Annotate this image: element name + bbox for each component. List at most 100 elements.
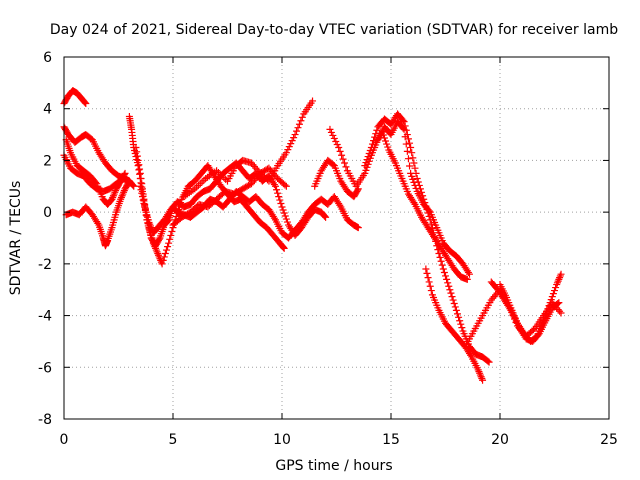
data-point (366, 147, 374, 155)
data-point (198, 178, 206, 186)
data-point (156, 255, 164, 263)
data-point (92, 178, 100, 186)
data-point (426, 216, 434, 224)
data-point (475, 368, 483, 376)
data-point (147, 224, 155, 232)
data-point (449, 296, 457, 304)
data-point (132, 144, 140, 151)
data-point (556, 274, 564, 282)
data-point (134, 156, 142, 164)
data-point (554, 300, 562, 308)
data-point (551, 287, 558, 295)
data-point (400, 118, 408, 126)
data-point (408, 172, 416, 180)
data-point (354, 224, 362, 232)
data-point (410, 159, 418, 167)
data-point (443, 275, 451, 283)
x-tick-label: 0 (60, 432, 69, 448)
data-point (94, 219, 102, 227)
data-point (278, 203, 286, 211)
series-track (60, 87, 90, 108)
data-point (452, 306, 460, 314)
data-point (418, 188, 426, 196)
data-point (361, 162, 369, 170)
data-point (549, 290, 557, 298)
data-point (411, 164, 419, 172)
data-point (438, 261, 446, 269)
data-point (137, 186, 145, 194)
data-point (446, 286, 454, 294)
data-point (279, 243, 287, 251)
data-point (554, 277, 562, 285)
data-point (152, 246, 160, 254)
data-point (138, 193, 146, 201)
data-point (384, 143, 392, 151)
data-point (407, 144, 415, 151)
data-point (339, 155, 347, 163)
data-point (456, 317, 464, 325)
data-point (467, 351, 475, 359)
data-point (298, 113, 306, 121)
series-track (62, 177, 133, 250)
data-point (160, 253, 168, 261)
data-point (410, 199, 418, 207)
data-point (367, 144, 375, 151)
data-point (158, 260, 166, 268)
data-point (414, 178, 422, 186)
series-track (169, 97, 317, 229)
data-point (404, 135, 412, 143)
data-point (282, 149, 290, 157)
series-track (326, 118, 473, 278)
data-point (320, 212, 328, 220)
data-point (133, 148, 141, 156)
data-point (326, 125, 334, 133)
data-point (548, 293, 556, 301)
data-point (135, 161, 143, 169)
data-point (332, 137, 340, 145)
data-point (138, 189, 146, 197)
data-point (364, 153, 372, 161)
data-point (166, 235, 174, 243)
data-point (402, 140, 410, 148)
data-point (547, 296, 555, 304)
y-tick-label: -8 (38, 412, 52, 428)
data-point (149, 239, 157, 247)
data-point (477, 373, 485, 381)
data-point (426, 282, 434, 290)
data-point (295, 120, 303, 128)
data-point (125, 177, 133, 185)
y-tick-label: 2 (43, 153, 52, 169)
data-point (285, 143, 293, 151)
data-point (451, 303, 459, 311)
data-point (422, 202, 430, 210)
grid-lines (64, 57, 609, 419)
data-point (109, 193, 117, 201)
series-track (361, 110, 493, 366)
data-point (458, 324, 466, 332)
x-tick-label: 25 (600, 432, 618, 448)
data-marks (60, 87, 565, 384)
data-point (403, 131, 411, 139)
data-point (167, 231, 175, 239)
data-point (546, 299, 554, 307)
data-point (556, 272, 564, 280)
data-point (440, 268, 448, 276)
data-point (146, 222, 154, 230)
y-axis-label: SDTVAR / TECUs (8, 181, 24, 296)
data-point (333, 140, 341, 148)
data-point (354, 186, 362, 194)
y-tick-label: -6 (38, 360, 52, 376)
data-point (415, 181, 423, 189)
data-point (125, 178, 133, 186)
data-point (484, 357, 492, 365)
data-point (445, 282, 453, 290)
data-point (555, 299, 563, 307)
data-point (409, 175, 417, 183)
data-point (112, 187, 120, 195)
data-point (277, 200, 285, 208)
data-point (173, 209, 181, 217)
data-point (362, 159, 370, 167)
data-point (155, 235, 163, 243)
data-point (379, 131, 387, 139)
data-point (80, 98, 88, 106)
